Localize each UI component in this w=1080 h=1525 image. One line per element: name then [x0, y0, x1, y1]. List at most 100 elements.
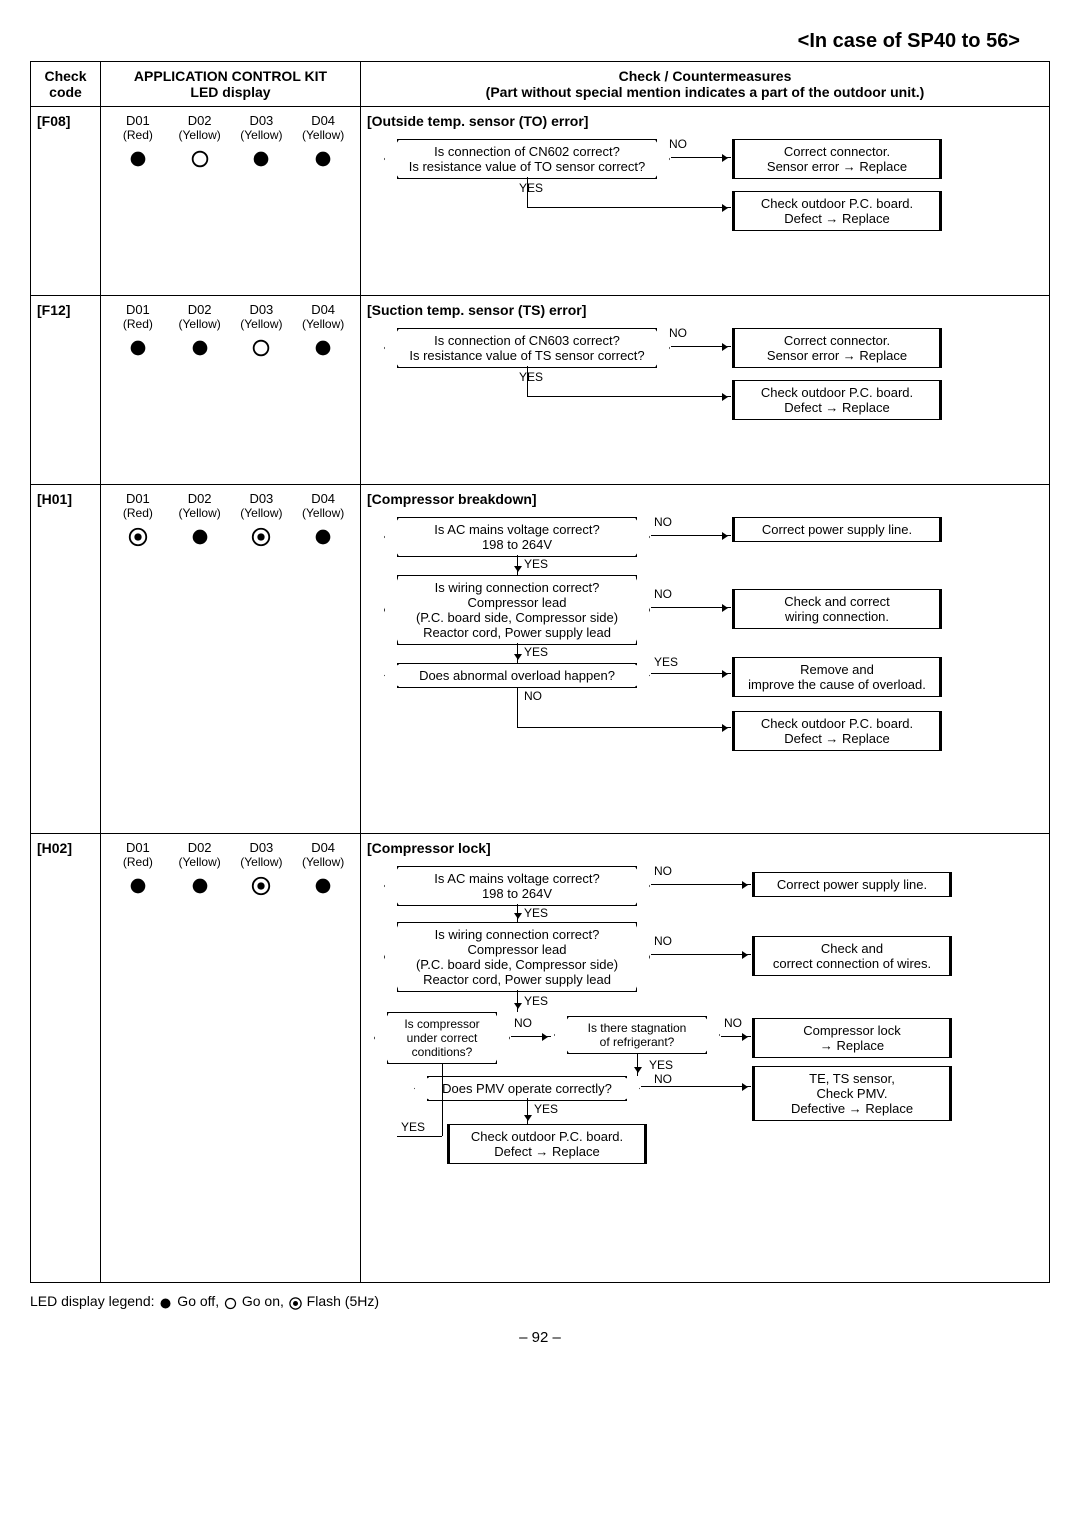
- result-box: Correct power supply line.: [732, 517, 942, 542]
- section-title: [Compressor lock]: [367, 840, 1043, 856]
- cm-cell: [Suction temp. sensor (TS) error] Is con…: [361, 296, 1050, 485]
- led-flash-icon: [250, 875, 272, 897]
- result-box: TE, TS sensor, Check PMV. Defective → Re…: [752, 1066, 952, 1121]
- led-on-icon: [189, 148, 211, 170]
- led-color: (Red): [107, 128, 169, 142]
- led-label: D02: [169, 840, 231, 855]
- led-off-icon: [127, 875, 149, 897]
- code-cell: [F08]: [31, 107, 101, 296]
- result-box: Check and correct wiring connection.: [732, 589, 942, 629]
- label-yes: YES: [522, 994, 550, 1008]
- label-yes: YES: [532, 1102, 560, 1116]
- label-yes: YES: [652, 655, 680, 669]
- led-color: (Yellow): [292, 855, 354, 869]
- page-number: – 92 –: [30, 1329, 1050, 1346]
- led-label: D04: [292, 491, 354, 506]
- led-color: (Yellow): [292, 317, 354, 331]
- led-cell: D01D02D03D04(Red)(Yellow)(Yellow)(Yellow…: [101, 485, 361, 834]
- label-no: NO: [667, 137, 689, 151]
- page-title: <In case of SP40 to 56>: [30, 30, 1050, 53]
- label-yes: YES: [517, 370, 545, 384]
- label-yes: YES: [647, 1058, 675, 1072]
- cm-cell: [Outside temp. sensor (TO) error] Is con…: [361, 107, 1050, 296]
- header-code: Check code: [31, 62, 101, 107]
- led-color: (Yellow): [292, 128, 354, 142]
- led-label: D04: [292, 302, 354, 317]
- led-color: (Yellow): [292, 506, 354, 520]
- led-label: D01: [107, 491, 169, 506]
- led-off-icon: [189, 526, 211, 548]
- label-no: NO: [722, 1016, 744, 1030]
- code-cell: [H02]: [31, 834, 101, 1283]
- led-off-icon: [312, 875, 334, 897]
- code-cell: [H01]: [31, 485, 101, 834]
- section-title: [Suction temp. sensor (TS) error]: [367, 302, 1043, 318]
- led-off-icon: [127, 337, 149, 359]
- header-led: APPLICATION CONTROL KIT LED display: [101, 62, 361, 107]
- result-box: Correct power supply line.: [752, 872, 952, 897]
- label-yes: YES: [522, 906, 550, 920]
- decision-box: Is AC mains voltage correct? 198 to 264V: [397, 866, 637, 906]
- led-flash-icon: [250, 526, 272, 548]
- decision-box: Does abnormal overload happen?: [397, 663, 637, 688]
- led-off-icon: [250, 148, 272, 170]
- header-cm: Check / Countermeasures (Part without sp…: [361, 62, 1050, 107]
- label-yes: YES: [522, 645, 550, 659]
- led-label: D02: [169, 491, 231, 506]
- led-color: (Yellow): [169, 317, 231, 331]
- led-label: D02: [169, 113, 231, 128]
- label-yes: YES: [517, 181, 545, 195]
- result-box: Check outdoor P.C. board. Defect → Repla…: [732, 711, 942, 751]
- cm-cell: [Compressor breakdown] Is AC mains volta…: [361, 485, 1050, 834]
- decision-box: Is AC mains voltage correct? 198 to 264V: [397, 517, 637, 557]
- section-title: [Compressor breakdown]: [367, 491, 1043, 507]
- led-color: (Red): [107, 317, 169, 331]
- label-yes: YES: [399, 1120, 427, 1134]
- decision-box: Is connection of CN603 correct? Is resis…: [397, 328, 657, 368]
- led-label: D03: [231, 113, 293, 128]
- section-title: [Outside temp. sensor (TO) error]: [367, 113, 1043, 129]
- result-box: Check outdoor P.C. board. Defect → Repla…: [732, 380, 942, 420]
- led-label: D01: [107, 113, 169, 128]
- table-row: [F08] D01D02D03D04(Red)(Yellow)(Yellow)(…: [31, 107, 1050, 296]
- led-label: D01: [107, 840, 169, 855]
- led-color: (Yellow): [169, 128, 231, 142]
- led-off-icon: [312, 148, 334, 170]
- label-no: NO: [652, 587, 674, 601]
- led-color: (Yellow): [231, 506, 293, 520]
- result-box: Compressor lock → Replace: [752, 1018, 952, 1058]
- led-flash-icon: [127, 526, 149, 548]
- led-off-icon: [127, 148, 149, 170]
- led-label: D01: [107, 302, 169, 317]
- led-color: (Red): [107, 506, 169, 520]
- led-label: D04: [292, 113, 354, 128]
- led-label: D03: [231, 302, 293, 317]
- led-cell: D01D02D03D04(Red)(Yellow)(Yellow)(Yellow…: [101, 296, 361, 485]
- led-off-icon: [189, 337, 211, 359]
- led-color: (Yellow): [231, 317, 293, 331]
- decision-box: Is wiring connection correct? Compressor…: [397, 922, 637, 992]
- led-off-icon: [312, 337, 334, 359]
- label-no: NO: [652, 864, 674, 878]
- table-header-row: Check code APPLICATION CONTROL KIT LED d…: [31, 62, 1050, 107]
- code-cell: [F12]: [31, 296, 101, 485]
- led-color: (Yellow): [169, 855, 231, 869]
- error-table: Check code APPLICATION CONTROL KIT LED d…: [30, 61, 1050, 1283]
- label-yes: YES: [522, 557, 550, 571]
- led-cell: D01D02D03D04(Red)(Yellow)(Yellow)(Yellow…: [101, 107, 361, 296]
- led-off-icon: [312, 526, 334, 548]
- result-box: Check outdoor P.C. board. Defect → Repla…: [732, 191, 942, 231]
- led-off-icon: [189, 875, 211, 897]
- result-box: Correct connector. Sensor error → Replac…: [732, 139, 942, 179]
- led-legend: LED display legend: Go off, Go on, Flash…: [30, 1293, 1050, 1311]
- label-no: NO: [667, 326, 689, 340]
- result-box: Check outdoor P.C. board. Defect → Repla…: [447, 1124, 647, 1164]
- decision-box: Is there stagnation of refrigerant?: [567, 1016, 707, 1054]
- led-color: (Yellow): [231, 855, 293, 869]
- led-color: (Red): [107, 855, 169, 869]
- led-color: (Yellow): [169, 506, 231, 520]
- led-label: D02: [169, 302, 231, 317]
- result-box: Remove and improve the cause of overload…: [732, 657, 942, 697]
- table-row: [H02] D01D02D03D04(Red)(Yellow)(Yellow)(…: [31, 834, 1050, 1283]
- table-row: [F12] D01D02D03D04(Red)(Yellow)(Yellow)(…: [31, 296, 1050, 485]
